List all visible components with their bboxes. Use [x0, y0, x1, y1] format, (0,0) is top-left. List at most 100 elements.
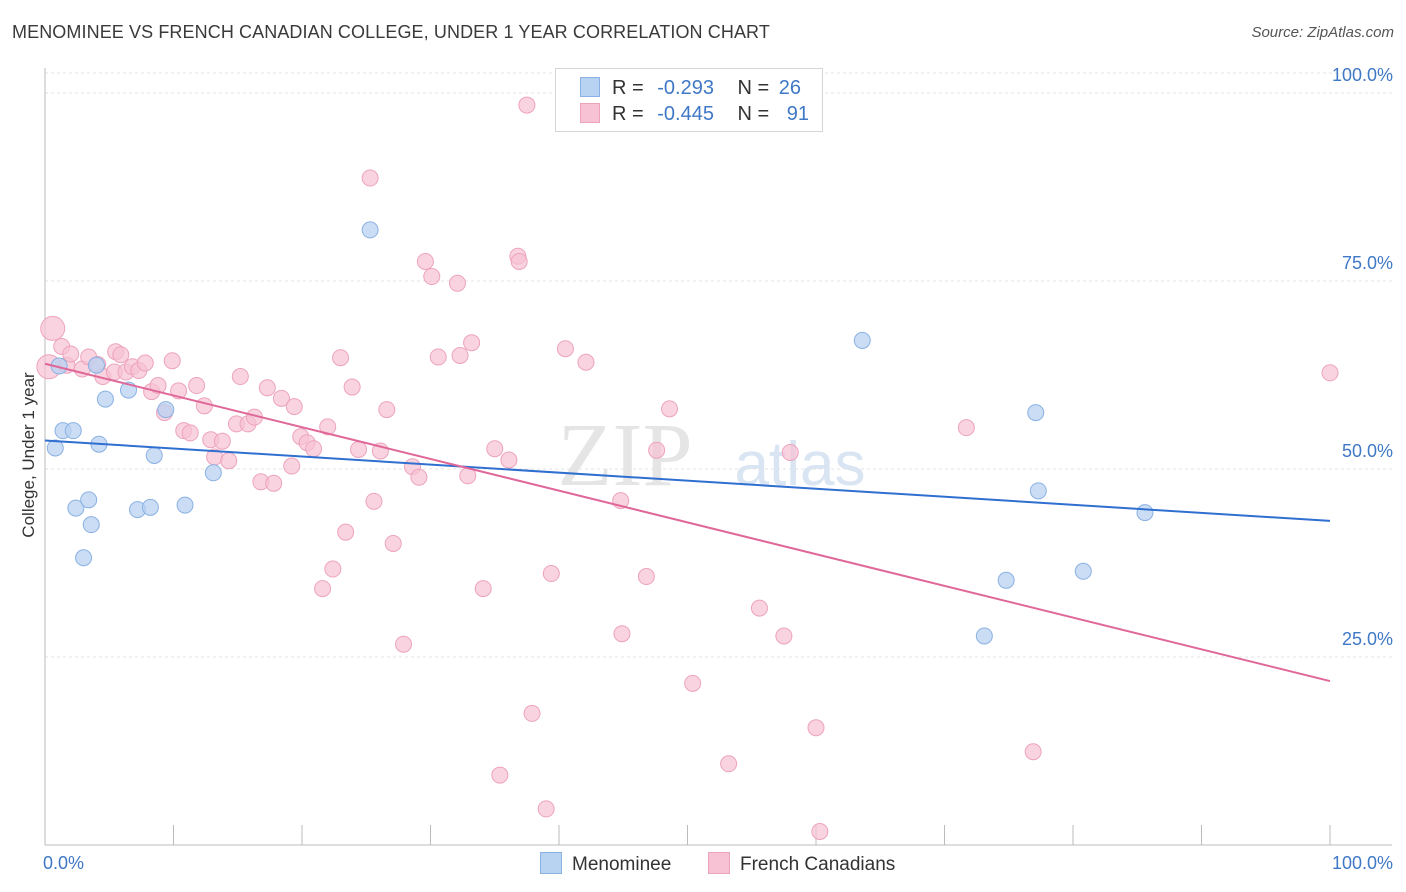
french-point	[486, 440, 504, 458]
bottom-legend-menominee: Menominee	[540, 852, 671, 876]
french-point	[410, 468, 428, 486]
french-point	[491, 766, 509, 784]
menominee-point	[204, 464, 222, 482]
french-point	[811, 822, 829, 840]
menominee-point	[975, 627, 993, 645]
menominee-swatch	[540, 852, 562, 874]
menominee-point	[141, 498, 159, 516]
french-point	[272, 389, 290, 407]
french-point	[213, 432, 231, 450]
y-tick-label: 50.0%	[1342, 441, 1393, 461]
menominee-trend-line	[44, 439, 1331, 522]
menominee-point	[997, 571, 1015, 589]
french-point	[500, 451, 518, 469]
menominee-swatch	[580, 77, 600, 97]
french-point	[556, 340, 574, 358]
menominee-point	[1074, 562, 1092, 580]
french-point	[807, 719, 825, 737]
french-point	[448, 274, 466, 292]
french-point	[637, 568, 655, 586]
y-tick-label: 100.0%	[1332, 65, 1393, 85]
correlation-legend: R = -0.293 N = 26 R = -0.445 N = 91	[555, 68, 823, 132]
french-point	[136, 354, 154, 372]
y-axis-label: College, Under 1 year	[19, 372, 38, 538]
axes	[44, 68, 1392, 846]
french-point	[365, 492, 383, 510]
n-label: N =	[737, 103, 770, 125]
legend-label-french: French Canadians	[740, 854, 896, 875]
french-point	[518, 96, 536, 114]
french-point	[451, 346, 469, 364]
french-point	[577, 353, 595, 371]
french-point	[285, 398, 303, 416]
menominee-point	[80, 491, 98, 509]
french-point	[337, 523, 355, 541]
french-point	[395, 635, 413, 653]
french-point	[416, 252, 434, 270]
legend-row-menominee: R = -0.293 N = 26	[580, 77, 801, 105]
french-trend-line	[44, 362, 1331, 683]
french-point	[149, 377, 167, 395]
menominee-point	[1136, 504, 1154, 522]
n-label: N =	[737, 77, 770, 99]
french-point	[542, 565, 560, 583]
source-label: Source: ZipAtlas.com	[1251, 24, 1394, 41]
menominee-point	[46, 439, 64, 457]
menominee-point	[82, 516, 100, 534]
french-point	[181, 424, 199, 442]
watermark: ZIP atlas	[558, 406, 866, 505]
french-point	[429, 348, 447, 366]
french-point	[112, 346, 130, 364]
menominee-point	[75, 549, 93, 567]
french-point	[319, 418, 337, 436]
french-point	[1024, 743, 1042, 761]
menominee-point	[1027, 404, 1045, 422]
french-swatch	[708, 852, 730, 874]
french-point	[343, 378, 361, 396]
r-label: R =	[612, 77, 644, 99]
bottom-legend-french: French Canadians	[708, 852, 895, 876]
french-point	[1321, 364, 1339, 382]
french-point	[40, 315, 66, 341]
trend-lines	[44, 362, 1331, 683]
menominee-point	[853, 331, 871, 349]
french-point	[384, 534, 402, 552]
chart-title: MENOMINEE VS FRENCH CANADIAN COLLEGE, UN…	[12, 22, 770, 42]
french-point	[163, 352, 181, 370]
french-point	[314, 580, 332, 598]
y-tick-label: 25.0%	[1342, 629, 1393, 649]
x-tick-label: 100.0%	[1332, 853, 1393, 873]
french-point	[283, 457, 301, 475]
french-point	[510, 252, 528, 270]
french-point	[684, 674, 702, 692]
french-point	[957, 419, 975, 437]
french-point	[537, 800, 555, 818]
tick-labels: 25.0% 50.0% 75.0% 100.0% 0.0% 100.0%	[43, 65, 1393, 873]
french-point	[305, 440, 323, 458]
french-point	[463, 334, 481, 352]
french-point	[613, 625, 631, 643]
french-point	[62, 345, 80, 363]
french-point	[474, 580, 492, 598]
menominee-point	[64, 422, 82, 440]
french-point	[332, 349, 350, 367]
menominee-point	[67, 499, 85, 517]
menominee-point	[361, 221, 379, 239]
menominee-point	[157, 401, 175, 419]
french-point	[265, 474, 283, 492]
french-point	[188, 377, 206, 395]
french-point	[720, 755, 738, 773]
menominee-point	[96, 390, 114, 408]
n-value: 91	[786, 103, 810, 125]
french-point	[231, 368, 249, 386]
french-point	[781, 443, 799, 461]
legend-row-french: R = -0.445 N = 91	[580, 103, 809, 131]
y-tick-label: 75.0%	[1342, 253, 1393, 273]
french-point	[523, 704, 541, 722]
french-point	[258, 379, 276, 397]
x-tick-label: 0.0%	[43, 853, 84, 873]
r-value: -0.293	[657, 77, 714, 99]
french-point	[324, 560, 342, 578]
menominee-point	[176, 496, 194, 514]
